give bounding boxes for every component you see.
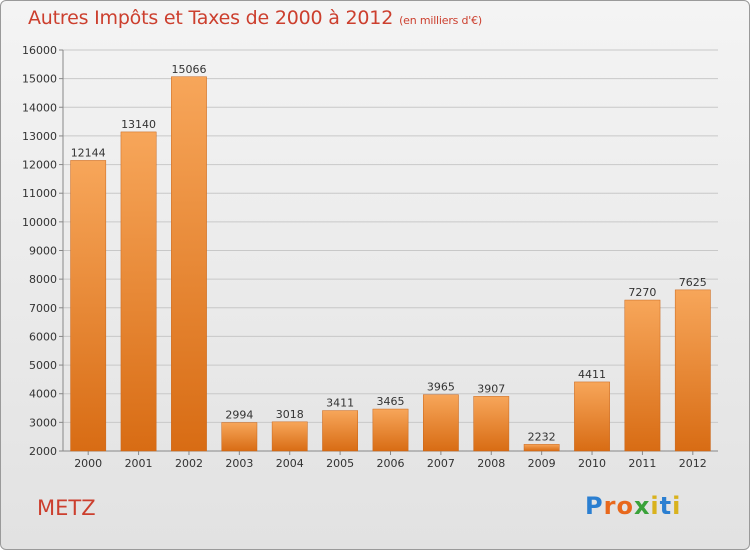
x-tick-label-2009: 2009 bbox=[528, 457, 556, 470]
logo-letter: x bbox=[633, 492, 651, 520]
logo-letter: i bbox=[672, 492, 682, 520]
x-tick-label-2007: 2007 bbox=[427, 457, 455, 470]
y-tick-label: 16000 bbox=[22, 44, 57, 57]
place-name: METZ bbox=[37, 496, 96, 520]
logo-letter: P bbox=[585, 492, 604, 520]
x-tick-label-2000: 2000 bbox=[74, 457, 102, 470]
bar-2011 bbox=[624, 299, 661, 452]
data-label-2000: 12144 bbox=[71, 146, 106, 159]
y-tick-label: 4000 bbox=[29, 388, 57, 401]
bar-2006 bbox=[372, 408, 409, 452]
bar-2007 bbox=[423, 394, 459, 452]
bar-2003 bbox=[221, 422, 258, 452]
x-tick-label-2005: 2005 bbox=[326, 457, 354, 470]
data-label-2008: 3907 bbox=[477, 382, 505, 395]
data-label-2012: 7625 bbox=[679, 276, 707, 289]
chart-subtitle: (en milliers d'€) bbox=[399, 14, 482, 27]
bar-2005 bbox=[322, 410, 359, 452]
x-tick-label-2010: 2010 bbox=[578, 457, 606, 470]
logo-letter: t bbox=[659, 492, 673, 520]
data-label-2005: 3411 bbox=[326, 397, 354, 410]
bar-2004 bbox=[271, 421, 308, 452]
data-label-2006: 3465 bbox=[377, 395, 405, 408]
y-tick-label: 2000 bbox=[29, 445, 57, 458]
data-label-2001: 13140 bbox=[121, 118, 156, 131]
bar-2008 bbox=[473, 396, 510, 452]
y-tick-label: 10000 bbox=[22, 216, 57, 229]
logo-letter: r bbox=[603, 492, 617, 520]
bar-2002 bbox=[171, 76, 207, 452]
data-label-2002: 15066 bbox=[171, 63, 206, 76]
x-tick-label-2003: 2003 bbox=[225, 457, 253, 470]
data-label-2010: 4411 bbox=[578, 368, 606, 381]
x-tick-label-2002: 2002 bbox=[175, 457, 203, 470]
proxiti-logo: Proxiti bbox=[585, 492, 681, 520]
data-label-2009: 2232 bbox=[528, 430, 556, 443]
x-tick-label-2011: 2011 bbox=[628, 457, 656, 470]
bars bbox=[70, 76, 711, 452]
y-tick-label: 3000 bbox=[29, 416, 57, 429]
y-tick-label: 14000 bbox=[22, 101, 57, 114]
bar-2009 bbox=[523, 444, 560, 452]
y-tick-label: 15000 bbox=[22, 73, 57, 86]
data-label-2011: 7270 bbox=[628, 286, 656, 299]
logo-letter: i bbox=[650, 492, 660, 520]
logo-letter: o bbox=[616, 492, 634, 520]
x-tick-label-2008: 2008 bbox=[477, 457, 505, 470]
y-tick-label: 7000 bbox=[29, 302, 57, 315]
y-tick-label: 6000 bbox=[29, 330, 57, 343]
bar-2010 bbox=[574, 381, 610, 452]
y-tick-label: 5000 bbox=[29, 359, 57, 372]
data-label-2004: 3018 bbox=[276, 408, 304, 421]
y-tick-label: 11000 bbox=[22, 187, 57, 200]
data-labels: 12144 13140 15066 2994 3018 3411 3465 3965 3907 2… bbox=[71, 63, 707, 444]
data-label-2003: 2994 bbox=[225, 409, 253, 422]
grid-lines bbox=[63, 49, 718, 452]
y-tick-label: 8000 bbox=[29, 273, 57, 286]
y-tick-label: 13000 bbox=[22, 130, 57, 143]
chart-title: Autres Impôts et Taxes de 2000 à 2012 (en… bbox=[28, 7, 482, 29]
y-tick-label: 12000 bbox=[22, 159, 57, 172]
title-text: Autres Impôts et Taxes de 2000 à 2012 bbox=[28, 7, 394, 29]
x-tick-label-2001: 2001 bbox=[125, 457, 153, 470]
bar-2001 bbox=[120, 131, 157, 452]
data-label-2007: 3965 bbox=[427, 381, 455, 394]
bar-2000 bbox=[70, 160, 107, 452]
y-tick-label: 9000 bbox=[29, 245, 57, 258]
x-tick-label-2004: 2004 bbox=[276, 457, 304, 470]
bar-2012 bbox=[674, 289, 711, 452]
x-tick-label-2012: 2012 bbox=[679, 457, 707, 470]
x-tick-label-2006: 2006 bbox=[377, 457, 405, 470]
